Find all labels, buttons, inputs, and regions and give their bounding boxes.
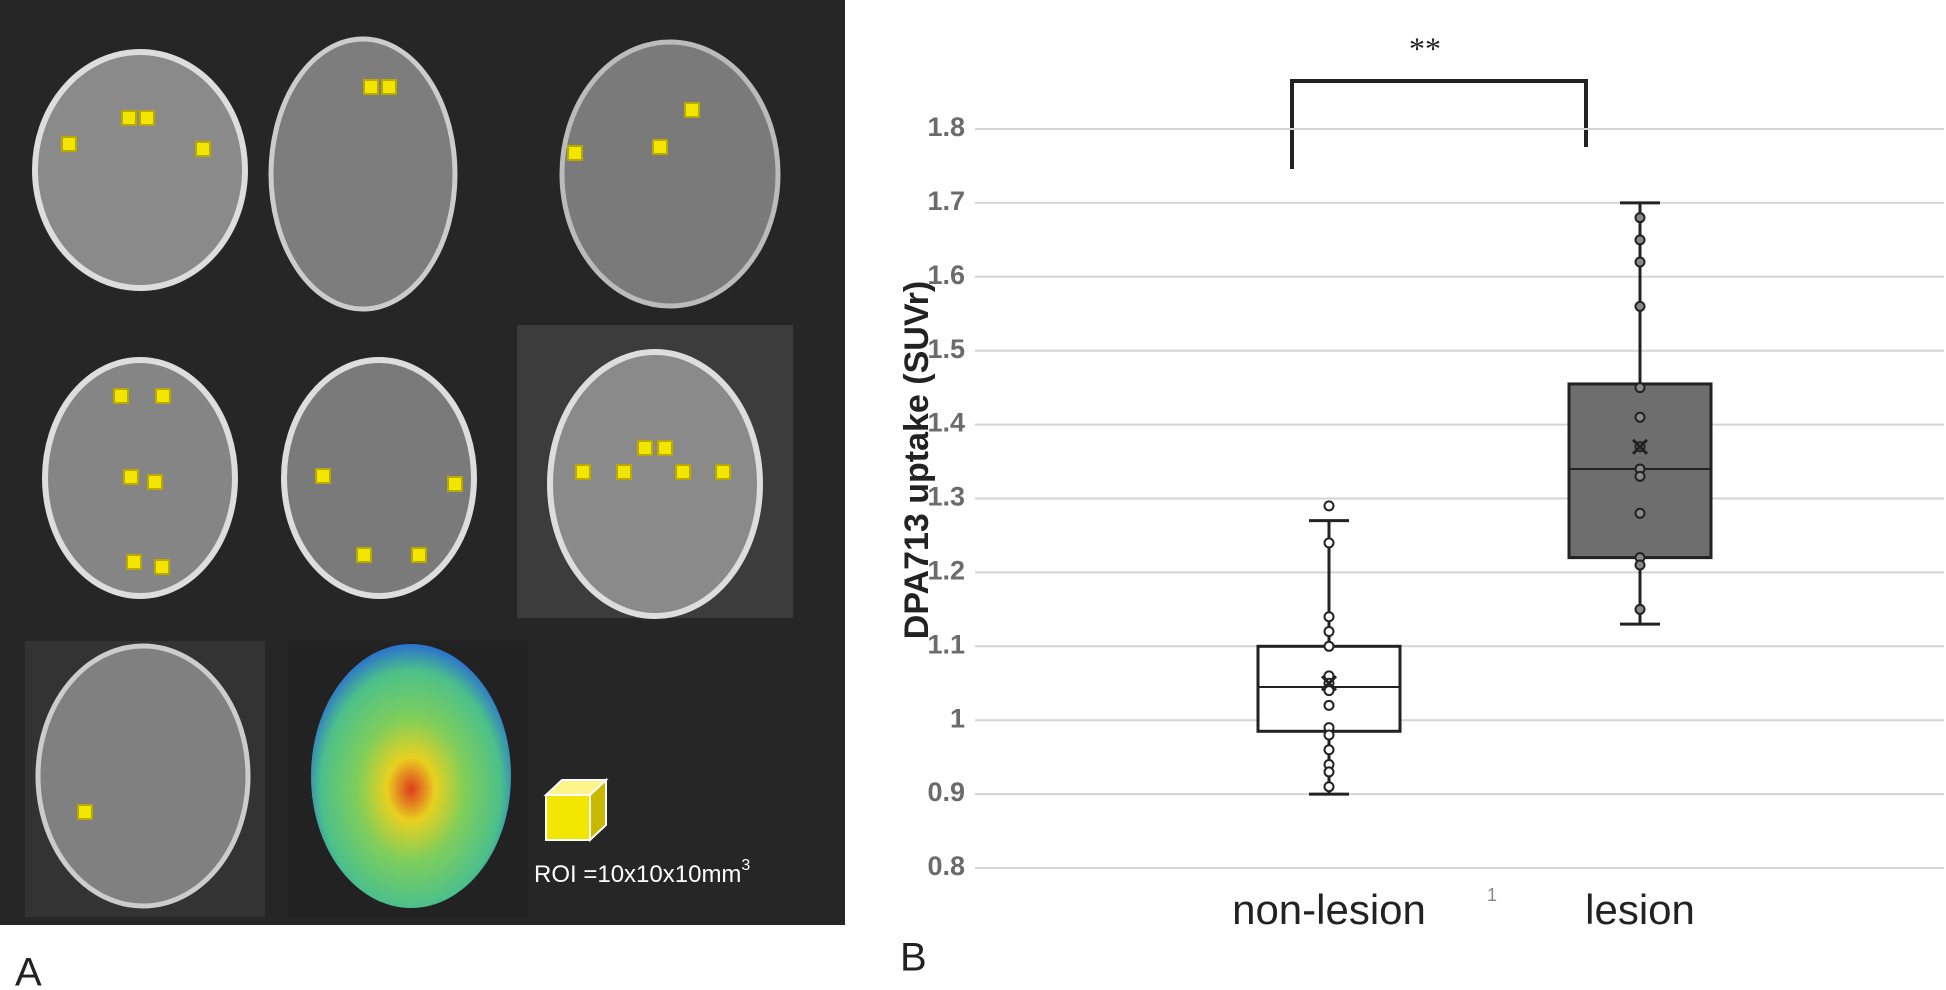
data-point <box>1323 640 1335 652</box>
data-point <box>1634 559 1646 571</box>
data-point <box>1634 234 1646 246</box>
roi-label-superscript: 3 <box>741 857 750 874</box>
data-point <box>1323 685 1335 697</box>
data-point <box>1634 411 1646 423</box>
significance-label: ** <box>1409 30 1441 66</box>
significance-bracket <box>1290 79 1588 169</box>
data-point <box>1323 611 1335 623</box>
brain-axial <box>42 357 238 599</box>
pet-heatmap <box>311 644 511 908</box>
roi-label: ROI =10x10x10mm3 <box>534 857 750 888</box>
data-point <box>1323 729 1335 741</box>
data-point <box>1634 603 1646 615</box>
y-tick-label: 0.8 <box>927 851 965 881</box>
data-point <box>1634 212 1646 224</box>
brain-axial <box>281 357 477 599</box>
roi-markers <box>61 79 731 820</box>
brain-sagittal <box>559 39 781 309</box>
data-point <box>1323 500 1335 512</box>
x-tick-label: non-lesion <box>1232 886 1426 933</box>
y-tick-label: 1.8 <box>927 112 965 142</box>
panel-a: ROI =10x10x10mm3 <box>0 0 845 925</box>
data-point <box>1323 744 1335 756</box>
panel-label: B <box>900 936 927 980</box>
y-tick-label: 1.7 <box>927 186 965 216</box>
data-point <box>1634 300 1646 312</box>
y-tick-label: 1.6 <box>927 260 965 290</box>
y-tick-label: 0.9 <box>927 777 965 807</box>
data-point <box>1323 766 1335 778</box>
data-point <box>1323 537 1335 549</box>
data-point <box>1634 382 1646 394</box>
brain-axial <box>35 643 251 909</box>
brain-coronal <box>547 349 763 619</box>
data-point <box>1323 699 1335 711</box>
y-tick-label: 1.4 <box>927 408 965 438</box>
data-point <box>1323 781 1335 793</box>
y-tick-label: 1.2 <box>927 556 965 586</box>
panel-label: A <box>15 951 42 990</box>
marker-label: 1 <box>1487 885 1497 905</box>
roi-label-text: ROI =10x10x10mm <box>534 861 741 888</box>
y-tick-label: 1.5 <box>927 334 965 364</box>
data-point <box>1634 507 1646 519</box>
y-axis-label: DPA713 uptake (SUVr) <box>898 281 936 639</box>
y-tick-label: 1.3 <box>927 482 965 512</box>
mean-marker <box>1631 438 1649 455</box>
brain-coronal <box>268 36 458 312</box>
roi-cube <box>543 777 609 843</box>
y-tick-label: 1.1 <box>927 629 965 659</box>
y-tick-label: 1 <box>950 703 965 733</box>
brain-axial <box>32 49 248 291</box>
data-point <box>1634 256 1646 268</box>
data-point <box>1323 626 1335 638</box>
mean-marker <box>1320 675 1338 692</box>
x-tick-label: lesion <box>1585 886 1695 933</box>
data-point <box>1634 470 1646 482</box>
